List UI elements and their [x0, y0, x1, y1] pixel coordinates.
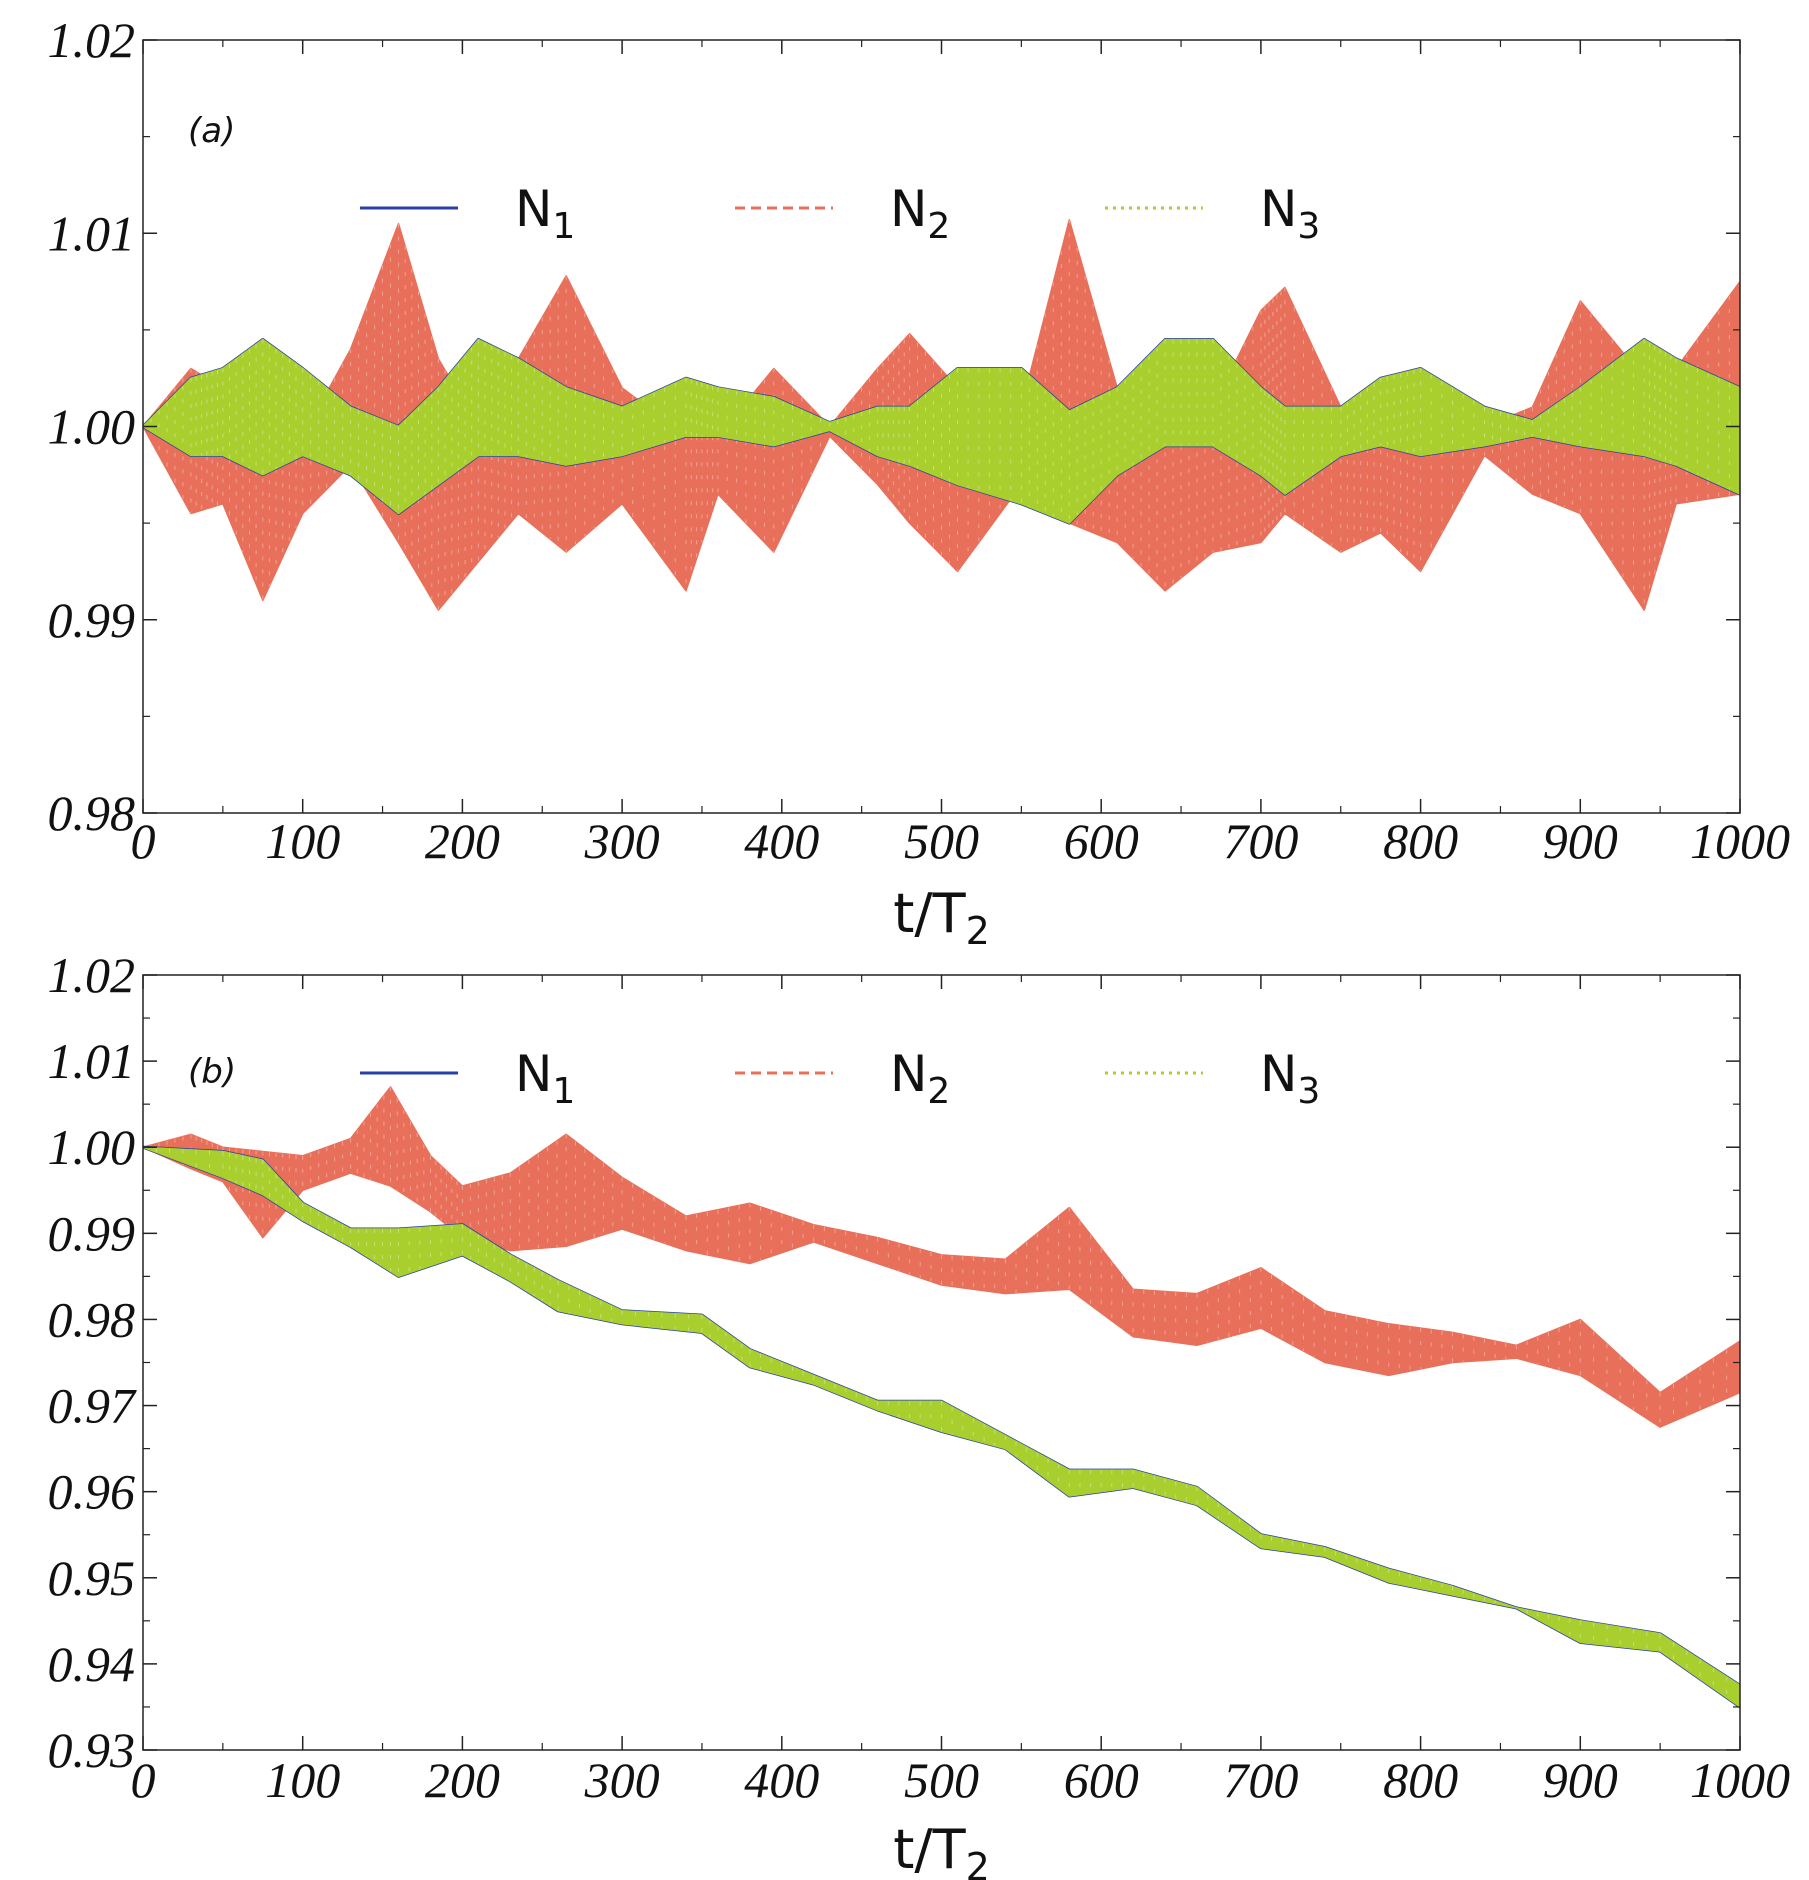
- x-axis-title: t/T2: [893, 882, 990, 953]
- x-tick-label: 600: [1064, 1752, 1139, 1808]
- panel-a: 0 100 200 300 400 500 600 700 800 900 1000 0.98 0.99…: [48, 12, 1791, 953]
- x-tick-label: 500: [904, 813, 979, 869]
- panel-label: (a): [188, 111, 235, 151]
- x-tick-label: 700: [1223, 813, 1298, 869]
- y-tick-label: 1.02: [48, 12, 136, 68]
- legend-label-n1-main: N: [515, 1045, 552, 1103]
- x-tick-label: 300: [584, 813, 660, 869]
- legend: N1 N2 N3: [360, 1045, 1320, 1112]
- x-tick-label: 100: [265, 1752, 340, 1808]
- series-oscillation-n3: [155, 1147, 1728, 1698]
- legend-label-n2: N2: [890, 180, 950, 247]
- y-tick-label: 1.00: [48, 1119, 136, 1175]
- y-tick-label: 1.02: [48, 947, 136, 1003]
- plot-area: [143, 1086, 1740, 1709]
- legend-label-n3-subscript: 3: [1297, 1071, 1320, 1112]
- x-tick-label: 300: [584, 1752, 660, 1808]
- x-tick-label: 900: [1543, 813, 1618, 869]
- legend-label-n2-subscript: 2: [927, 206, 950, 247]
- y-tick-label: 0.95: [48, 1550, 136, 1606]
- legend-label-n3-main: N: [1260, 1045, 1297, 1103]
- series-oscillation-n2: [150, 1086, 1728, 1428]
- x-tick-label: 600: [1064, 813, 1139, 869]
- y-tick-label: 0.98: [48, 785, 136, 841]
- x-tick-label: 400: [744, 1752, 819, 1808]
- x-tick-label: 0: [131, 1752, 156, 1808]
- x-axis-title-main: t/T: [893, 1818, 966, 1880]
- y-tick-label: 1.01: [48, 1033, 136, 1089]
- x-tick-label: 200: [425, 1752, 500, 1808]
- legend-label-n3-main: N: [1260, 180, 1297, 238]
- x-axis-title-subscript: 2: [966, 1845, 990, 1880]
- x-tick-label: 800: [1383, 1752, 1458, 1808]
- legend-label-n3: N3: [1260, 180, 1320, 247]
- x-axis-title-main: t/T: [893, 882, 966, 945]
- legend-label-n3-subscript: 3: [1297, 206, 1320, 247]
- y-tick-label: 0.93: [48, 1722, 136, 1778]
- legend-label-n1-subscript: 1: [552, 1071, 575, 1112]
- y-tick-label: 1.00: [48, 399, 136, 455]
- x-axis-title: t/T2: [893, 1818, 990, 1880]
- legend-label-n1: N1: [515, 1045, 575, 1112]
- x-tick-label: 500: [904, 1752, 979, 1808]
- legend-label-n1-subscript: 1: [552, 206, 575, 247]
- x-tick-label: 800: [1383, 813, 1458, 869]
- legend-label-n3: N3: [1260, 1045, 1320, 1112]
- legend-label-n1-main: N: [515, 180, 552, 238]
- y-tick-label: 1.01: [48, 205, 136, 261]
- x-tick-label: 400: [744, 813, 819, 869]
- x-tick-label: 1000: [1690, 1752, 1790, 1808]
- series-oscillation-n3: [150, 339, 1730, 524]
- x-tick-label: 100: [265, 813, 340, 869]
- y-tick-label: 0.94: [48, 1636, 136, 1692]
- series-band-n3: [143, 338, 1740, 524]
- x-tick-label: 200: [425, 813, 500, 869]
- panel-label: (b): [188, 1052, 236, 1092]
- legend: N1 N2 N3: [360, 180, 1320, 247]
- legend-label-n2: N2: [890, 1045, 950, 1112]
- panel-b: 0 100 200 300 400 500 600 700 800 900 1000 0.93 0.94…: [48, 947, 1791, 1880]
- plot-area: [143, 218, 1740, 611]
- legend-label-n1: N1: [515, 180, 575, 247]
- y-tick-label: 0.99: [48, 1205, 136, 1261]
- legend-label-n2-main: N: [890, 180, 927, 238]
- y-tick-label: 0.99: [48, 592, 136, 648]
- x-axis-title-subscript: 2: [966, 909, 990, 953]
- x-tick-label: 900: [1543, 1752, 1618, 1808]
- series-band-n3: [143, 1146, 1740, 1708]
- y-tick-label: 0.97: [48, 1378, 138, 1434]
- series-band-n2: [143, 1086, 1740, 1428]
- y-tick-label: 0.98: [48, 1291, 136, 1347]
- legend-label-n2-subscript: 2: [927, 1071, 950, 1112]
- y-tick-label: 0.96: [48, 1464, 136, 1520]
- x-tick-label: 1000: [1690, 813, 1790, 869]
- x-tick-label: 0: [131, 813, 156, 869]
- legend-label-n2-main: N: [890, 1045, 927, 1103]
- x-tick-label: 700: [1223, 1752, 1298, 1808]
